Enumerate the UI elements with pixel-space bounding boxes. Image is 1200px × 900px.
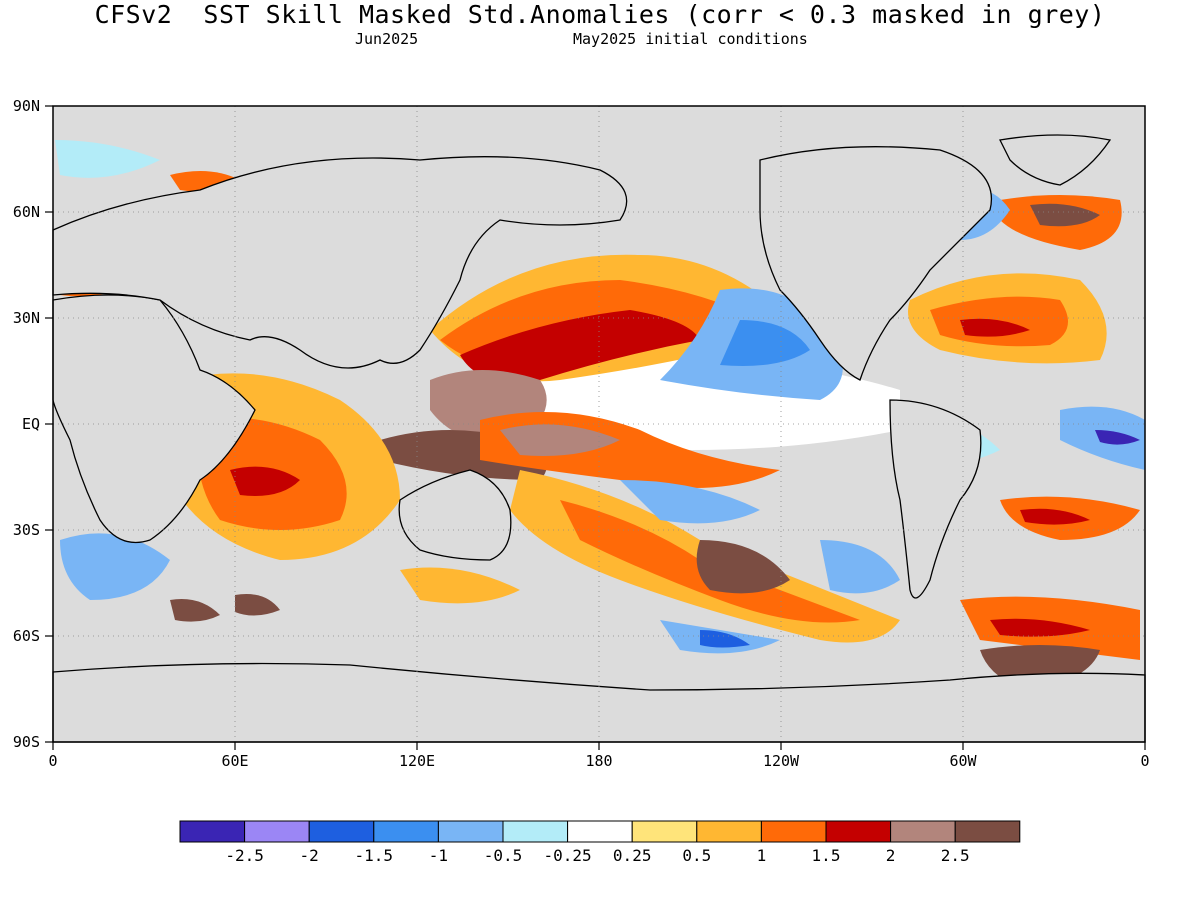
africa-landmass: [52, 294, 256, 544]
lon-label-0-east: 0: [1140, 752, 1150, 770]
north-america-landmass: [759, 146, 992, 381]
lon-label-180: 180: [585, 752, 613, 770]
colorbar-tick-label: 2.5: [940, 846, 970, 865]
colorbar-tick-label: 0.5: [682, 846, 712, 865]
initial-conditions-label: May2025 initial conditions: [573, 30, 808, 48]
antarctica-landmass: [52, 662, 1146, 743]
colorbar-swatch: [244, 820, 310, 843]
colorbar-tick-label: -1.5: [354, 846, 394, 865]
lat-label-eq: EQ: [21, 415, 40, 433]
australia-landmass: [398, 469, 512, 561]
lon-label-60e: 60E: [221, 752, 249, 770]
valid-month-label: Jun2025: [355, 30, 419, 48]
lon-label-120w: 120W: [762, 752, 800, 770]
colorbar: [179, 820, 1021, 843]
colorbar-tick-label: -1: [428, 846, 449, 865]
colorbar-swatch: [825, 820, 892, 843]
colorbar-swatch: [631, 820, 698, 843]
colorbar-tick-label: -0.25: [543, 846, 592, 865]
colorbar-swatch: [567, 820, 633, 843]
colorbar-swatch: [760, 820, 827, 843]
lat-label-60s: 60S: [12, 627, 40, 645]
colorbar-tick-label: -0.5: [483, 846, 523, 865]
grid-lines: [53, 106, 1145, 742]
colorbar-swatch: [696, 820, 762, 843]
coastlines: [52, 134, 1146, 743]
colorbar-tick-label: 1.5: [811, 846, 841, 865]
colorbar-tick-label: 1: [756, 846, 767, 865]
lon-label-60w: 60W: [949, 752, 977, 770]
lon-label-0: 0: [48, 752, 58, 770]
colorbar-swatch: [954, 820, 1021, 843]
lat-label-60n: 60N: [12, 203, 40, 221]
colorbar-tick-label: -2: [299, 846, 319, 865]
colorbar-swatch: [502, 820, 569, 843]
axis-ticks: [45, 105, 1146, 750]
lat-label-90s: 90S: [12, 733, 40, 751]
eurasia-landmass: [52, 156, 628, 369]
map-title: CFSv2 SST Skill Masked Std.Anomalies (co…: [94, 0, 1106, 29]
greenland-landmass: [999, 134, 1112, 186]
colorbar-swatch: [437, 820, 504, 843]
colorbar-tick-label: 2: [885, 846, 896, 865]
colorbar-swatch: [890, 820, 956, 843]
south-america-landmass: [889, 399, 982, 599]
lat-label-30n: 30N: [12, 309, 40, 327]
colorbar-tick-label: -2.5: [225, 846, 264, 865]
colorbar-swatch: [308, 820, 375, 843]
colorbar-swatch: [373, 820, 439, 843]
anomaly-field: [55, 140, 1145, 690]
colorbar-tick-label: 0.25: [612, 846, 652, 865]
lat-label-30s: 30S: [12, 521, 40, 539]
colorbar-swatch: [179, 820, 246, 843]
lon-label-120e: 120E: [398, 752, 436, 770]
lat-label-90n: 90N: [12, 97, 40, 115]
